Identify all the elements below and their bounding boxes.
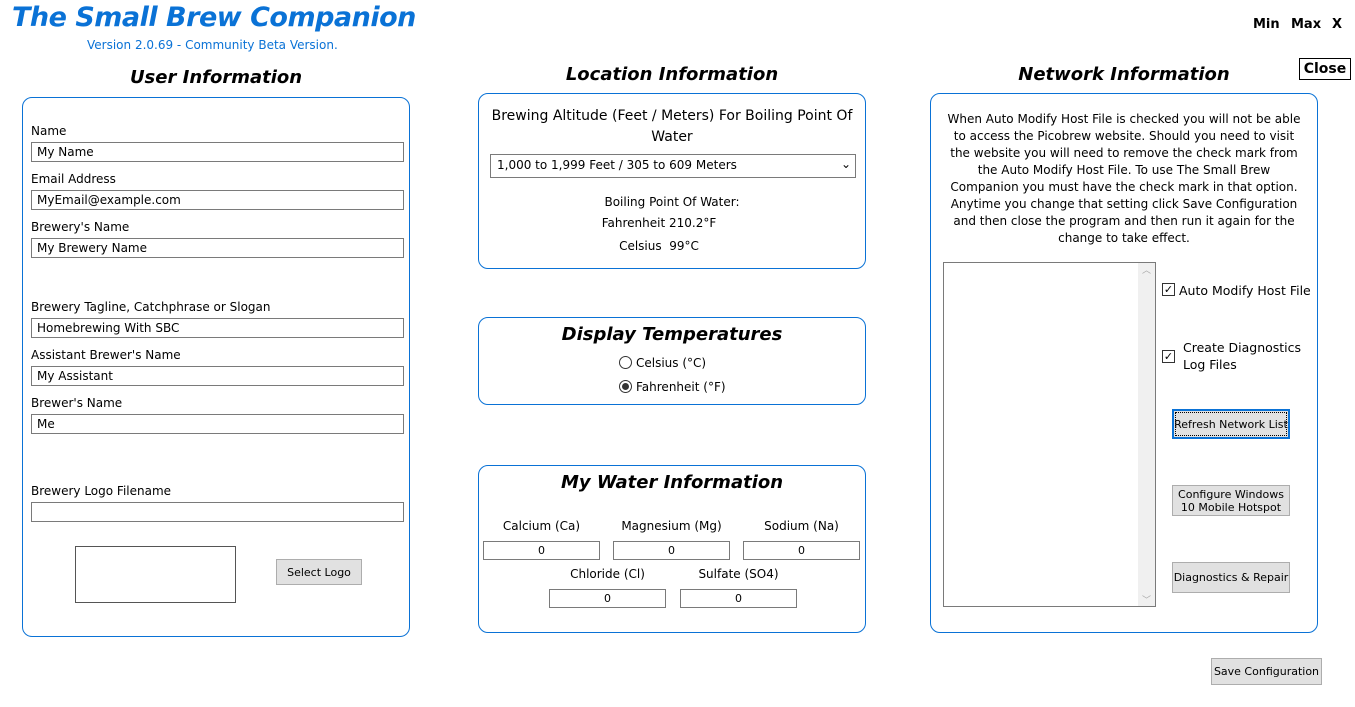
brewer-label: Brewer's Name: [31, 396, 123, 410]
radio-icon: [619, 356, 632, 369]
configure-hotspot-button[interactable]: Configure Windows 10 Mobile Hotspot: [1172, 485, 1290, 516]
network-heading: Network Information: [1018, 64, 1230, 85]
app-title: The Small Brew Companion: [12, 2, 416, 33]
brewery-input[interactable]: My Brewery Name: [31, 238, 404, 258]
sodium-label: Sodium (Na): [764, 519, 839, 533]
email-label: Email Address: [31, 172, 116, 186]
user-info-heading: User Information: [129, 67, 303, 88]
magnesium-input[interactable]: 0: [613, 541, 730, 560]
tagline-label: Brewery Tagline, Catchphrase or Slogan: [31, 300, 271, 314]
radio-selected-icon: [619, 380, 632, 393]
scrollbar[interactable]: ︿ ﹀: [1138, 263, 1155, 606]
network-list[interactable]: ︿ ﹀: [943, 262, 1156, 607]
sodium-input[interactable]: 0: [743, 541, 860, 560]
diagnostics-repair-button[interactable]: Diagnostics & Repair: [1172, 562, 1290, 593]
network-info-text: When Auto Modify Host File is checked yo…: [947, 112, 1301, 245]
close-button[interactable]: Close: [1299, 58, 1351, 80]
boiling-celsius: Celsius 99°C: [619, 239, 699, 253]
location-panel: Brewing Altitude (Feet / Meters) For Boi…: [478, 93, 866, 269]
calcium-input[interactable]: 0: [483, 541, 600, 560]
save-configuration-button[interactable]: Save Configuration: [1211, 658, 1322, 685]
checkmark-icon: ✓: [1162, 349, 1175, 363]
select-logo-button[interactable]: Select Logo: [276, 559, 362, 585]
maximize-button[interactable]: Max: [1291, 17, 1322, 32]
celsius-radio[interactable]: Celsius (°C): [619, 356, 706, 370]
celsius-label: Celsius (°C): [636, 356, 707, 370]
scroll-up-icon[interactable]: ︿: [1141, 266, 1151, 276]
logo-input[interactable]: [31, 502, 404, 522]
auto-modify-checkbox[interactable]: ✓ Auto Modify Host File: [1162, 283, 1311, 298]
display-temps-heading: Display Temperatures: [561, 324, 783, 345]
refresh-network-button[interactable]: Refresh Network List: [1172, 409, 1290, 439]
altitude-label: Brewing Altitude (Feet / Meters) For Boi…: [491, 108, 853, 145]
fahrenheit-label: Fahrenheit (°F): [636, 380, 726, 394]
brewer-input[interactable]: Me: [31, 414, 404, 434]
sulfate-input[interactable]: 0: [680, 589, 797, 608]
name-input[interactable]: My Name: [31, 142, 404, 162]
assistant-label: Assistant Brewer's Name: [31, 348, 181, 362]
altitude-select[interactable]: 1,000 to 1,999 Feet / 305 to 609 Meters ⌄: [490, 154, 856, 178]
chloride-label: Chloride (Cl): [570, 567, 645, 581]
boiling-point-label: Boiling Point Of Water:: [604, 195, 740, 209]
checkmark-icon: ✓: [1162, 283, 1175, 296]
chloride-input[interactable]: 0: [549, 589, 666, 608]
tagline-input[interactable]: Homebrewing With SBC: [31, 318, 404, 338]
assistant-input[interactable]: My Assistant: [31, 366, 404, 386]
logo-preview: [75, 546, 236, 603]
fahrenheit-radio[interactable]: Fahrenheit (°F): [619, 380, 726, 394]
boiling-fahrenheit: Fahrenheit 210.2°F: [601, 216, 717, 230]
scroll-down-icon[interactable]: ﹀: [1141, 596, 1151, 606]
email-input[interactable]: MyEmail@example.com: [31, 190, 404, 210]
altitude-value: 1,000 to 1,999 Feet / 305 to 609 Meters: [497, 158, 737, 172]
network-panel: When Auto Modify Host File is checked yo…: [930, 93, 1318, 633]
diagnostics-log-checkbox[interactable]: ✓ Create Diagnostics Log Files: [1162, 339, 1303, 373]
magnesium-label: Magnesium (Mg): [621, 519, 722, 533]
minimize-button[interactable]: Min: [1253, 17, 1280, 32]
name-label: Name: [31, 124, 67, 138]
display-temps-panel: Display Temperatures Celsius (°C) Fahren…: [478, 317, 866, 405]
chevron-down-icon: ⌄: [840, 157, 851, 171]
water-heading: My Water Information: [560, 472, 784, 493]
calcium-label: Calcium (Ca): [502, 519, 581, 533]
sulfate-label: Sulfate (SO4): [698, 567, 779, 581]
water-panel: My Water Information Calcium (Ca) 0 Magn…: [478, 465, 866, 633]
logo-label: Brewery Logo Filename: [31, 484, 172, 498]
version-text: Version 2.0.69 - Community Beta Version.: [87, 38, 338, 52]
exit-button[interactable]: X: [1332, 17, 1343, 32]
auto-modify-label: Auto Modify Host File: [1179, 283, 1311, 298]
diagnostics-log-label: Create Diagnostics Log Files: [1183, 340, 1302, 372]
brewery-label: Brewery's Name: [31, 220, 130, 234]
user-info-panel: Name My Name Email Address MyEmail@examp…: [22, 97, 410, 637]
location-heading: Location Information: [565, 64, 779, 85]
